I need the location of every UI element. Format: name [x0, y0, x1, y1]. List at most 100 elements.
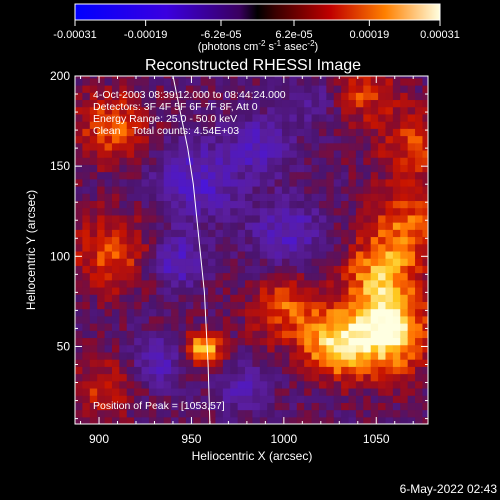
heatmap-cell [126, 366, 135, 375]
heatmap-cell [111, 76, 120, 79]
heatmap-cell [237, 185, 246, 194]
heatmap-cell [163, 366, 172, 375]
heatmap-cell [267, 142, 276, 151]
heatmap-cell [163, 222, 172, 230]
heatmap-cell [252, 128, 261, 137]
heatmap-cell [245, 128, 254, 137]
annotation-time-range: 4-Oct-2003 08:39:12.000 to 08:44:24.000 [93, 89, 286, 101]
heatmap-cell [163, 193, 172, 202]
heatmap-cell [215, 315, 224, 324]
heatmap-cell [222, 344, 231, 353]
heatmap-cell [119, 229, 128, 238]
heatmap-cell [134, 121, 143, 129]
heatmap-cell [148, 121, 157, 129]
heatmap-cell [407, 258, 416, 266]
heatmap-cell [89, 402, 98, 411]
heatmap-cell [208, 113, 217, 122]
heatmap-cell [97, 243, 106, 252]
heatmap-cell [311, 229, 320, 238]
heatmap-cell [156, 135, 165, 144]
heatmap-cell [422, 359, 428, 367]
heatmap-cell [259, 113, 268, 122]
heatmap-cell [126, 416, 135, 424]
heatmap-cell [363, 142, 372, 151]
heatmap-cell [274, 207, 283, 216]
heatmap-cell [363, 416, 372, 424]
heatmap-cell [341, 380, 350, 389]
heatmap-cell [407, 92, 416, 101]
heatmap-cell [200, 149, 209, 158]
heatmap-cell [245, 258, 254, 266]
heatmap-cell [178, 142, 187, 151]
heatmap-cell [392, 330, 401, 339]
heatmap-cell [82, 337, 91, 346]
heatmap-cell [341, 409, 350, 418]
heatmap-cell [222, 157, 231, 165]
heatmap-cell [75, 121, 83, 129]
heatmap-cell [392, 373, 401, 382]
heatmap-cell [119, 286, 128, 295]
heatmap-cell [193, 92, 202, 101]
heatmap-cell [119, 99, 128, 108]
heatmap-cell [422, 236, 428, 245]
heatmap-cell [245, 171, 254, 180]
heatmap-cell [97, 214, 106, 223]
heatmap-cell [378, 272, 387, 281]
heatmap-cell [185, 416, 194, 424]
heatmap-cell [274, 359, 283, 367]
heatmap-cell [89, 395, 98, 403]
heatmap-cell [237, 373, 246, 382]
heatmap-cell [185, 265, 194, 274]
heatmap-cell [230, 171, 239, 180]
heatmap-cell [311, 286, 320, 295]
heatmap-cell [318, 99, 327, 108]
heatmap-cell [222, 409, 231, 418]
colorbar-tick-label: 6.2e-05 [275, 29, 312, 41]
heatmap-cell [385, 373, 394, 382]
heatmap-cell [400, 337, 409, 346]
x-tick-label: 1050 [363, 432, 390, 446]
heatmap-cell [119, 344, 128, 353]
heatmap-cell [318, 193, 327, 202]
heatmap-cell [296, 344, 305, 353]
heatmap-cell [82, 351, 91, 360]
heatmap-cell [89, 265, 98, 274]
heatmap-cell [141, 185, 150, 194]
heatmap-cell [89, 294, 98, 302]
heatmap-cell [318, 200, 327, 209]
heatmap-cell [89, 200, 98, 209]
heatmap-cell [407, 409, 416, 418]
heatmap-cell [171, 308, 180, 317]
heatmap-cell [318, 258, 327, 266]
colorbar-tick-label: 0.00031 [420, 29, 460, 41]
heatmap-cell [156, 366, 165, 375]
heatmap-cell [267, 185, 276, 194]
heatmap-cell [400, 387, 409, 396]
heatmap-cell [200, 178, 209, 187]
heatmap-cell [355, 380, 364, 389]
heatmap-cell [75, 387, 83, 396]
heatmap-cell [156, 359, 165, 367]
heatmap-cell [259, 294, 268, 302]
heatmap-cell [208, 214, 217, 223]
heatmap-cell [171, 113, 180, 122]
heatmap-cell [363, 337, 372, 346]
heatmap-cell [89, 185, 98, 194]
heatmap-cell [230, 265, 239, 274]
heatmap-cell [193, 236, 202, 245]
heatmap-cell [111, 135, 120, 144]
heatmap-cell [415, 395, 424, 403]
heatmap-cell [355, 279, 364, 288]
heatmap-cell [333, 344, 342, 353]
heatmap-cell [304, 351, 313, 360]
heatmap-cell [82, 99, 91, 108]
heatmap-cell [296, 178, 305, 187]
heatmap-cell [326, 85, 335, 93]
heatmap-cell [126, 301, 135, 310]
heatmap-cell [245, 229, 254, 238]
heatmap-cell [75, 380, 83, 389]
heatmap-cell [230, 113, 239, 122]
heatmap-cell [126, 164, 135, 173]
colorbar: -0.00031 -0.00019 -6.2e-05 6.2e-05 0.00019 0.… [53, 3, 460, 53]
heatmap-cell [215, 330, 224, 339]
